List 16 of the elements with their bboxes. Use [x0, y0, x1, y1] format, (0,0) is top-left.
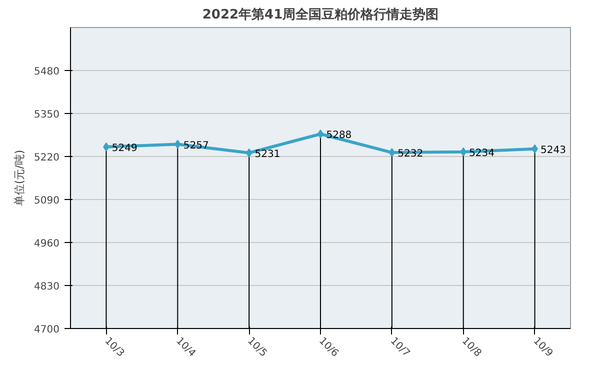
y-tick-label: 4830 — [34, 282, 60, 292]
point — [246, 148, 252, 158]
data-label: 5231 — [254, 148, 280, 160]
y-axis-title: 单位(元/吨) — [13, 150, 26, 206]
data-label: 5243 — [540, 144, 566, 156]
y-tick-label: 4960 — [34, 238, 60, 250]
y-tick-label: 5480 — [34, 66, 60, 78]
chart-title: 2022年第41周全国豆粕价格行情走势图 — [202, 6, 439, 22]
y-tick-label: 5350 — [34, 110, 60, 120]
y-tick-label: 5090 — [34, 196, 60, 206]
point — [174, 140, 181, 149]
point — [317, 130, 324, 139]
y-tick-label: 5220 — [34, 152, 60, 164]
point — [388, 148, 396, 158]
y-tick-label: 4700 — [34, 324, 60, 336]
point — [460, 147, 467, 156]
